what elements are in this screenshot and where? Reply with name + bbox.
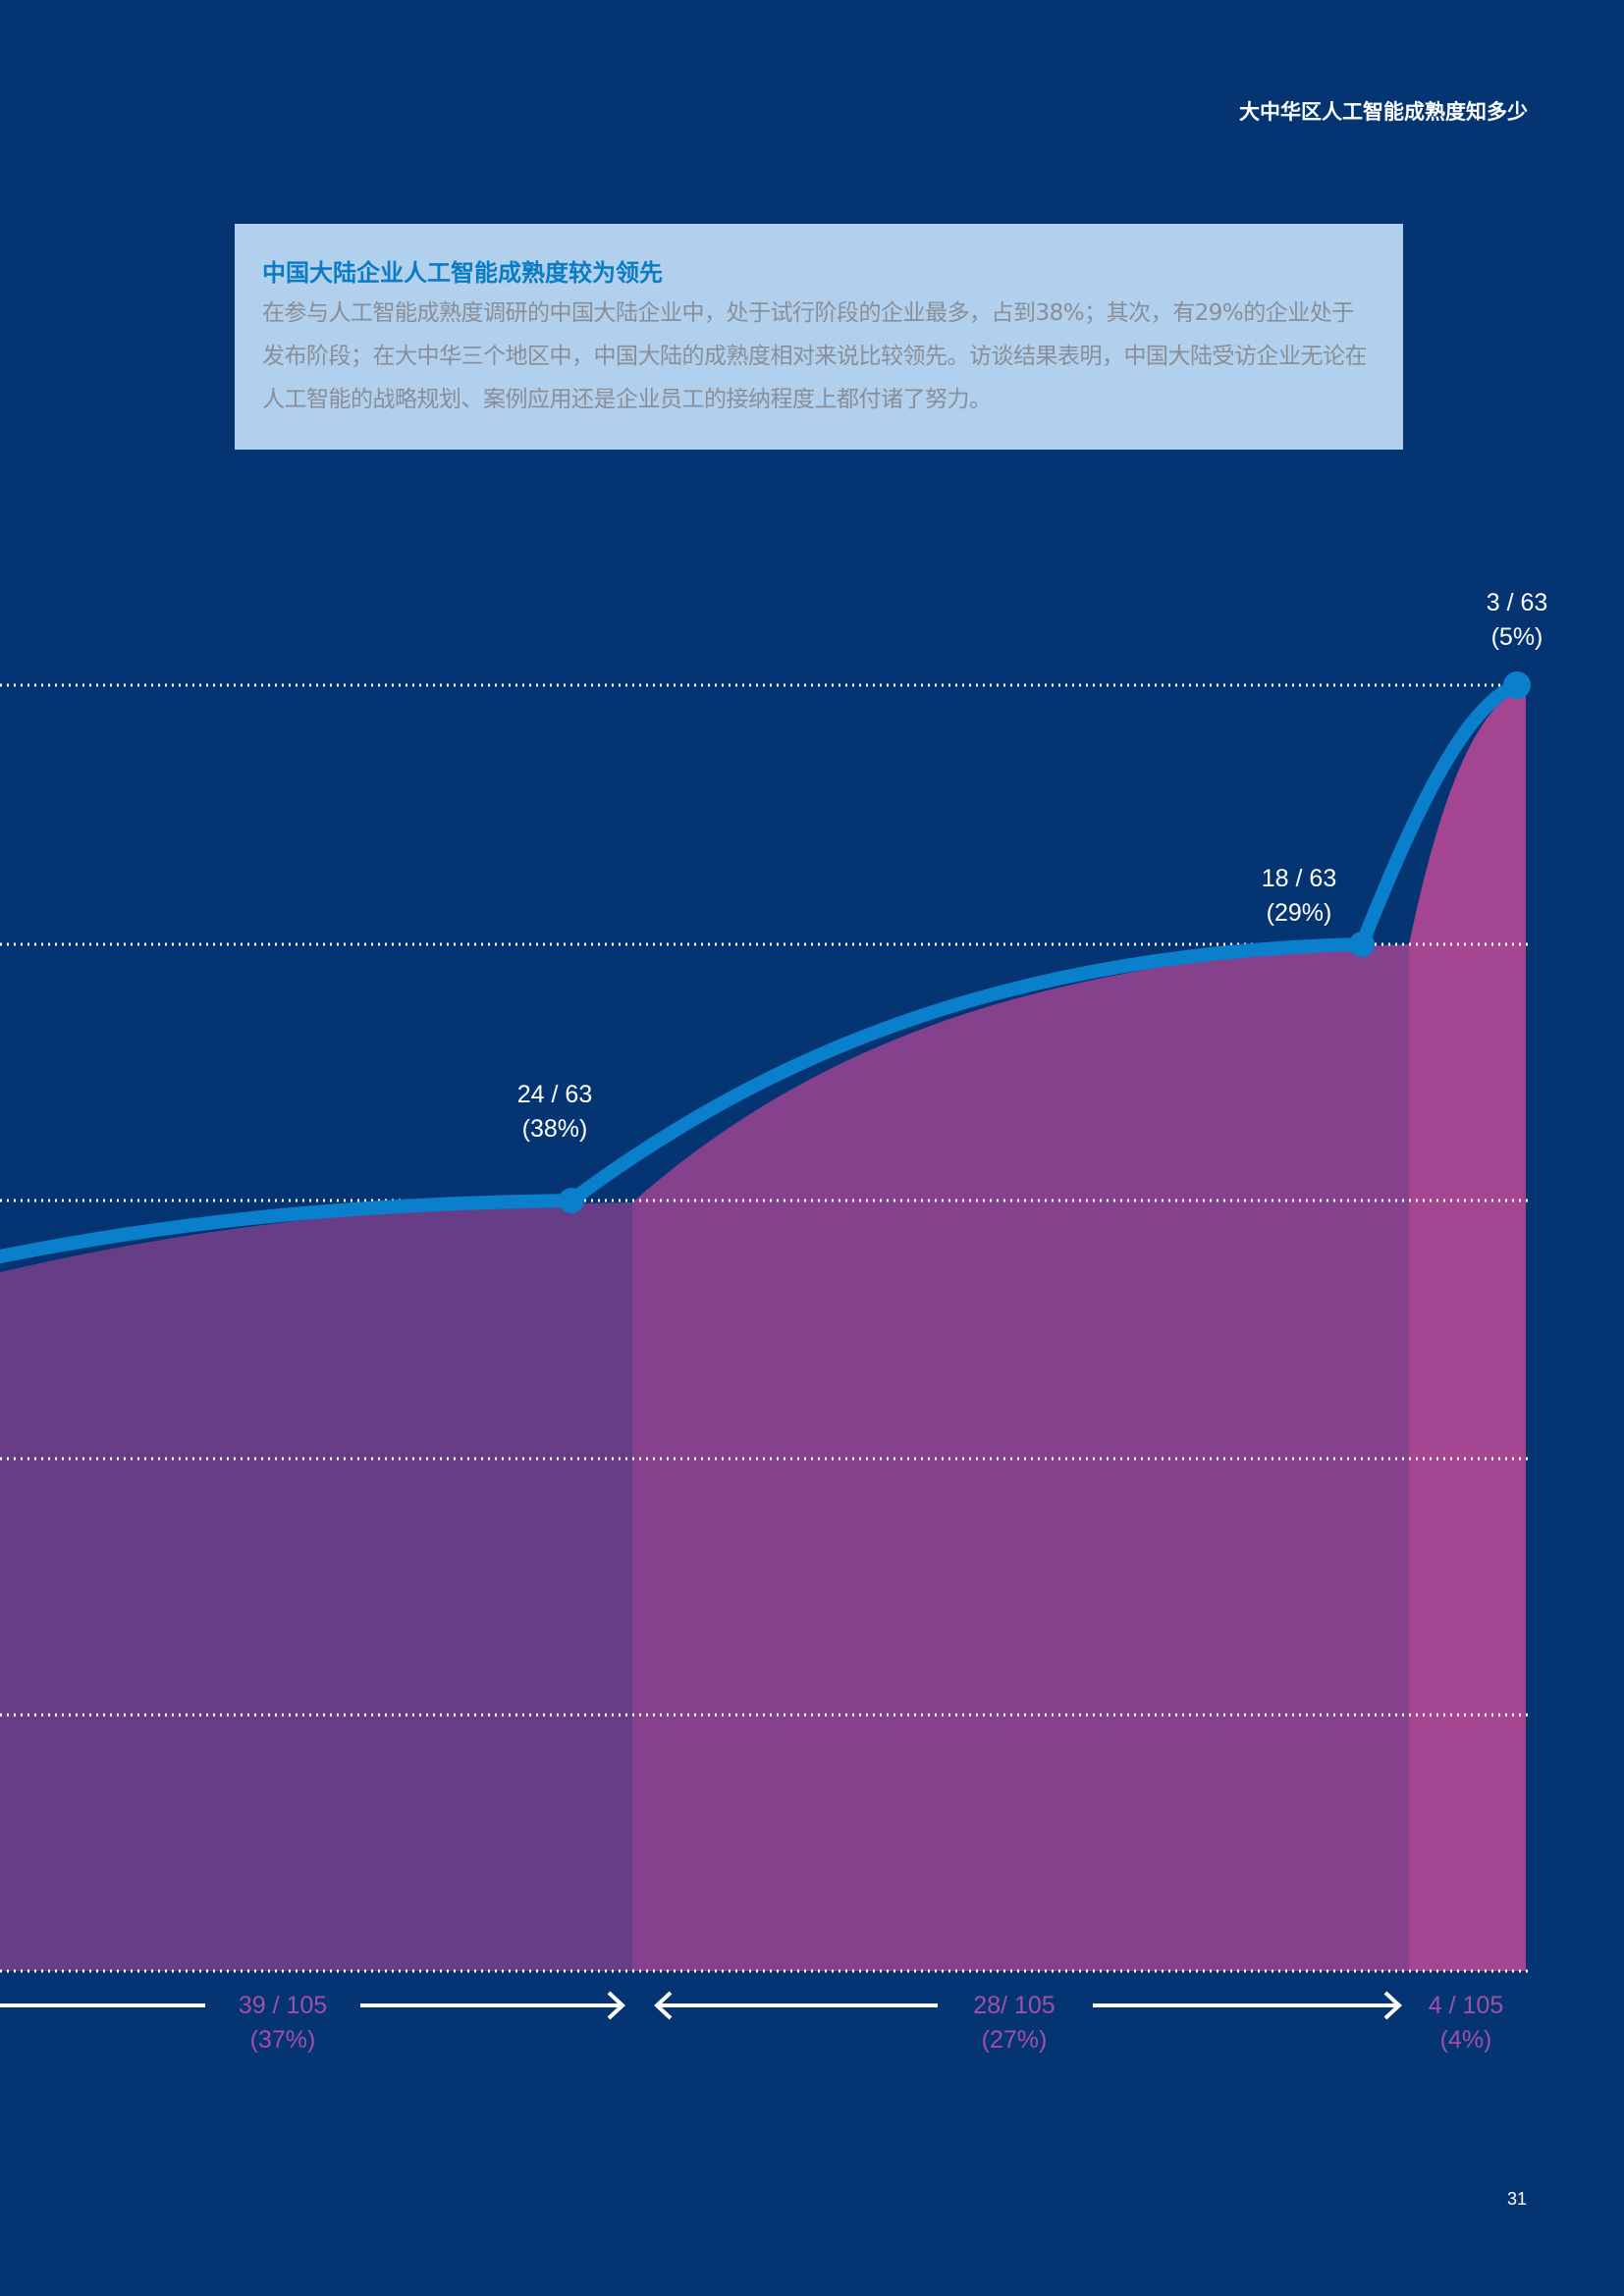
- area-segment-3: [1409, 685, 1526, 1971]
- point-label-2: 18 / 63 (29%): [1261, 865, 1337, 927]
- data-point-3: [1503, 671, 1531, 699]
- page-number: 31: [1507, 2189, 1528, 2209]
- trend-line: [0, 678, 1524, 1263]
- arrow-head-right-1: [607, 1991, 625, 2020]
- area-segment-1: [0, 1202, 632, 1971]
- segment-label-3: 4 / 105 (4%): [1428, 1992, 1504, 2054]
- page-header-title: 大中华区人工智能成熟度知多少: [1239, 100, 1528, 124]
- data-point-2: [1349, 932, 1375, 957]
- data-point-1: [559, 1188, 584, 1213]
- callout-title: 中国大陆企业人工智能成熟度较为领先: [262, 259, 663, 287]
- callout-box: 中国大陆企业人工智能成熟度较为领先 在参与人工智能成熟度调研的中国大陆企业中，处…: [235, 224, 1403, 450]
- point-label-3: 3 / 63 (5%): [1486, 589, 1548, 651]
- arrow-head-left-2: [654, 1991, 673, 2020]
- segment-label-2: 28/ 105 (27%): [973, 1992, 1056, 2054]
- arrow-head-right-2: [1383, 1991, 1402, 2020]
- segment-label-1: 39 / 105 (37%): [238, 1992, 328, 2054]
- point-label-1: 24 / 63 (38%): [516, 1081, 593, 1143]
- callout-body: 在参与人工智能成熟度调研的中国大陆企业中，处于试行阶段的企业最多，占到38%；其…: [262, 300, 1368, 412]
